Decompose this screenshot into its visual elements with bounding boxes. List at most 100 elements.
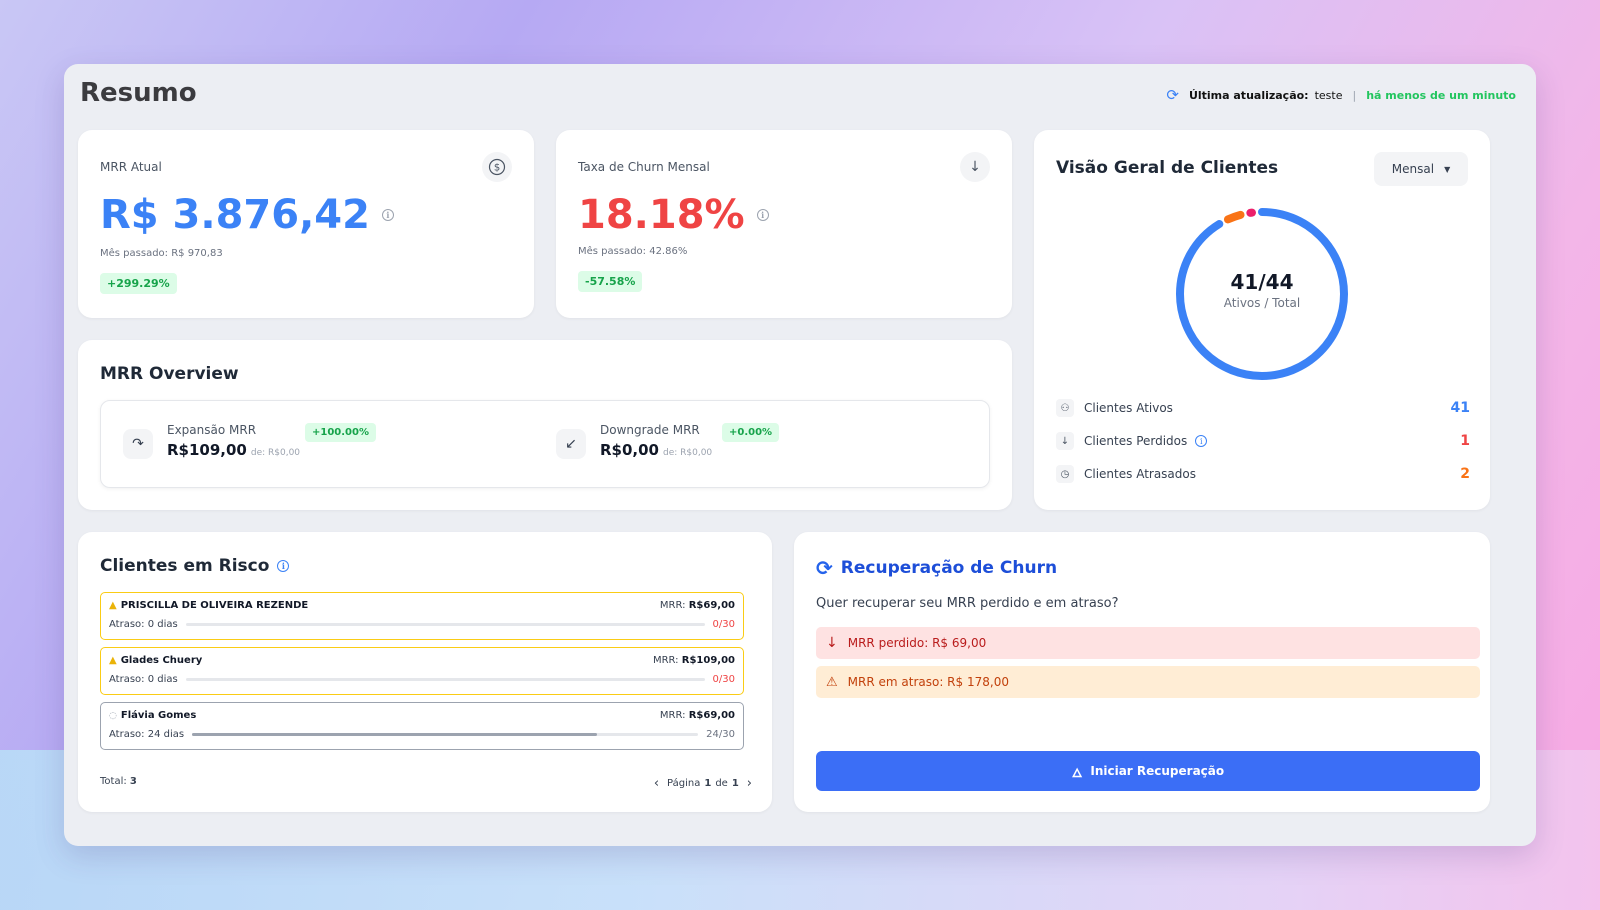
churn-label: Taxa de Churn Mensal: [578, 160, 710, 174]
expansion-mrr: ↷ Expansão MRR R$109,00 de: R$0,00: [123, 423, 300, 459]
chevron-right-icon[interactable]: ›: [746, 776, 752, 791]
arrow-down-icon: ↓: [1056, 432, 1074, 450]
risk-client-mrr-label: MRR:: [659, 710, 686, 721]
clients-active-count: 41: [1450, 400, 1470, 416]
mrr-card: MRR Atual $ R$ 3.876,42 i Mês passado: R…: [78, 130, 534, 318]
lost-mrr-alert: ↓ MRR perdido: R$ 69,00: [816, 627, 1480, 659]
refresh-icon[interactable]: ⟳: [1166, 86, 1179, 104]
risk-total: Total: 3: [100, 776, 137, 791]
donut-lost-arc: [1176, 208, 1348, 380]
risk-clients-title-text: Clientes em Risco: [100, 556, 270, 576]
expansion-from: de: R$0,00: [250, 448, 301, 458]
clients-ratio: 41/44: [1230, 270, 1294, 294]
risk-client-row[interactable]: ◌ Flávia Gomes MRR: R$69,00 Atraso: 24 di…: [100, 702, 744, 750]
expansion-change-badge: +100.00%: [305, 423, 376, 442]
info-icon[interactable]: i: [381, 209, 394, 221]
risk-client-row[interactable]: ▲ PRISCILLA DE OLIVEIRA REZENDE MRR: R$69…: [100, 592, 744, 640]
last-update-label: Última atualização:: [1188, 88, 1309, 102]
chevron-left-icon[interactable]: ‹: [653, 776, 660, 791]
late-mrr-alert: ⚠ MRR em atraso: R$ 178,00: [816, 666, 1480, 698]
expansion-value: R$109,00 de: R$0,00: [167, 441, 300, 459]
clock-icon: ◷: [1056, 465, 1074, 483]
downgrade-value-text: R$0,00: [600, 441, 659, 459]
arrow-down-icon: ↓: [960, 152, 990, 182]
clients-ratio-label: Ativos / Total: [1223, 296, 1301, 310]
mrr-value: R$ 3.876,42 i: [100, 192, 394, 238]
warning-icon: ⚠: [826, 674, 838, 690]
expansion-value-text: R$109,00: [167, 441, 247, 459]
risk-client-count: 0/30: [712, 674, 735, 685]
downgrade-change-badge: +0.00%: [722, 423, 780, 442]
refresh-icon: ⟳: [816, 556, 833, 580]
pagination-of-label: de: [715, 778, 728, 789]
clients-overview-card: Visão Geral de Clientes Mensal ▼ 41/44 A…: [1034, 130, 1490, 510]
dollar-icon: $: [482, 152, 512, 182]
last-update-time: há menos de um minuto: [1366, 88, 1516, 102]
churn-value: 18.18% i: [578, 192, 769, 238]
info-icon[interactable]: i: [1195, 435, 1208, 447]
pagination-page: 1: [704, 778, 712, 789]
risk-client-count: 0/30: [712, 619, 735, 630]
risk-client-count: 24/30: [706, 729, 735, 740]
risk-client-delay: Atraso: 24 dias: [109, 729, 185, 740]
clients-overview-title: Visão Geral de Clientes: [1056, 158, 1279, 178]
clients-active-label: Clientes Ativos: [1084, 401, 1173, 415]
risk-client-delay: Atraso: 0 dias: [109, 619, 178, 630]
risk-total-value: 3: [129, 776, 137, 787]
lost-mrr-text: MRR perdido: R$ 69,00: [847, 636, 987, 650]
circle-icon: ◌: [109, 710, 117, 721]
risk-client-mrr-label: MRR:: [659, 600, 686, 611]
risk-client-mrr: R$69,00: [688, 600, 735, 611]
last-update-user: teste: [1314, 88, 1343, 102]
clients-late-count: 2: [1460, 466, 1470, 482]
donut-late-arc: [1176, 208, 1348, 380]
churn-recovery-card: ⟳ Recuperação de Churn Quer recuperar se…: [794, 532, 1490, 812]
period-select[interactable]: Mensal ▼: [1374, 152, 1468, 186]
pagination-pages: 1: [731, 778, 739, 789]
period-select-value: Mensal: [1391, 162, 1435, 176]
clients-lost-label: Clientes Perdidos: [1084, 434, 1188, 448]
start-recovery-label: Iniciar Recuperação: [1090, 764, 1225, 778]
mrr-value-text: R$ 3.876,42: [100, 192, 370, 238]
downgrade-value: R$0,00 de: R$0,00: [600, 441, 712, 459]
downgrade-label: Downgrade MRR: [600, 423, 700, 437]
pagination-page-label: Página: [667, 778, 701, 789]
risk-client-delay: Atraso: 0 dias: [109, 674, 178, 685]
delay-progress-fill: [192, 733, 597, 736]
mrr-previous: Mês passado: R$ 970,83: [100, 248, 223, 259]
risk-clients-title: Clientes em Risco i: [100, 556, 290, 576]
churn-change-badge: -57.58%: [578, 271, 643, 292]
expansion-label: Expansão MRR: [167, 423, 257, 437]
caret-down-icon: ▼: [1444, 164, 1451, 174]
warning-icon: ▲: [109, 600, 117, 611]
churn-value-text: 18.18%: [578, 192, 745, 238]
churn-recovery-title: ⟳ Recuperação de Churn: [816, 556, 1057, 580]
risk-client-mrr-label: MRR:: [652, 655, 679, 666]
churn-recovery-title-text: Recuperação de Churn: [840, 558, 1058, 578]
risk-client-row[interactable]: ▲ Glades Chuery MRR: R$109,00 Atraso: 0 d…: [100, 647, 744, 695]
clients-lost-count: 1: [1460, 433, 1470, 449]
churn-recovery-question: Quer recuperar seu MRR perdido e em atra…: [816, 596, 1119, 611]
risk-client-name: PRISCILLA DE OLIVEIRA REZENDE: [120, 600, 309, 611]
last-update: ⟳ Última atualização: teste | há menos d…: [1166, 86, 1516, 104]
info-icon[interactable]: i: [756, 209, 769, 221]
delay-progress-bar: [185, 678, 705, 681]
dashboard-window: Resumo ⟳ Última atualização: teste | há …: [64, 64, 1536, 846]
downgrade-from: de: R$0,00: [663, 448, 713, 458]
churn-card: Taxa de Churn Mensal ↓ 18.18% i Mês pass…: [556, 130, 1012, 318]
warning-icon: ▲: [109, 655, 117, 666]
arrow-down-icon: ↓: [826, 635, 838, 651]
donut-center: 41/44 Ativos / Total: [1170, 270, 1354, 310]
churn-previous: Mês passado: 42.86%: [578, 246, 688, 257]
mrr-overview-card: MRR Overview ↷ Expansão MRR R$109,00 de: …: [78, 340, 1012, 510]
risk-client-mrr: R$69,00: [688, 710, 735, 721]
clients-active-row: ⚇ Clientes Ativos 41: [1056, 398, 1470, 418]
arrow-redo-icon: ↷: [123, 429, 153, 459]
pagination: ‹ Página 1 de 1 ›: [654, 776, 752, 791]
info-icon[interactable]: i: [277, 560, 290, 572]
last-update-separator: |: [1352, 88, 1357, 102]
risk-client-name: Glades Chuery: [120, 655, 203, 666]
start-recovery-button[interactable]: 🜂 Iniciar Recuperação: [816, 751, 1480, 791]
downgrade-mrr: ↙ Downgrade MRR R$0,00 de: R$0,00: [556, 423, 712, 459]
mrr-overview-title: MRR Overview: [100, 364, 239, 384]
